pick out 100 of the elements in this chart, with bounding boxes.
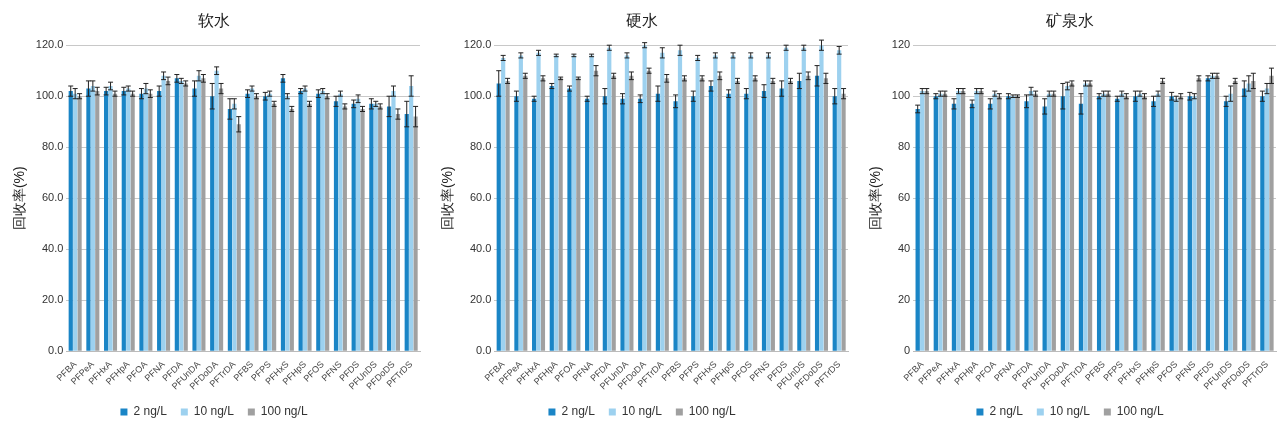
bar	[1264, 88, 1270, 351]
bar	[942, 93, 948, 351]
y-tick-label: 40	[897, 242, 911, 255]
bar	[1192, 96, 1197, 351]
bar	[378, 106, 383, 351]
bar	[1233, 80, 1238, 351]
bar	[664, 78, 669, 351]
bar	[673, 101, 678, 351]
bar	[1065, 86, 1070, 351]
bar	[1210, 75, 1215, 351]
bar	[90, 86, 95, 351]
bar	[988, 103, 993, 351]
bar	[1096, 96, 1102, 351]
bar	[691, 96, 696, 351]
bar	[717, 75, 722, 351]
bar	[1178, 96, 1183, 351]
bar	[620, 98, 625, 351]
legend-label: 10 ng/L	[621, 404, 663, 419]
bar	[841, 93, 846, 351]
bar	[682, 78, 687, 351]
bar	[708, 86, 714, 351]
bar	[607, 47, 612, 351]
bar	[1042, 106, 1047, 351]
bar	[174, 78, 179, 351]
bar	[576, 78, 581, 351]
bar	[629, 75, 634, 351]
y-tick-label: 100	[891, 89, 911, 102]
bar	[302, 88, 308, 351]
bar	[112, 93, 118, 351]
bar	[179, 80, 184, 351]
bar	[263, 96, 268, 351]
bar	[369, 103, 374, 351]
bar	[1047, 93, 1052, 351]
bar	[956, 91, 961, 351]
bar	[638, 98, 643, 351]
y-tick-label: 0.0	[48, 344, 64, 357]
bar	[1106, 93, 1111, 351]
bar	[558, 78, 563, 351]
bar	[784, 47, 789, 351]
y-tick-label: 20	[897, 293, 911, 306]
bar	[832, 96, 837, 351]
bar	[161, 75, 166, 351]
bar	[1083, 83, 1088, 351]
bar	[192, 88, 197, 351]
y-tick-label: 20.0	[41, 293, 64, 306]
bar	[748, 55, 753, 351]
bar	[333, 101, 339, 351]
bar	[386, 106, 392, 351]
bar	[589, 55, 594, 351]
bar	[254, 96, 259, 351]
y-tick-label: 60	[897, 191, 911, 204]
bar	[1133, 96, 1138, 351]
y-tick-label: 40.0	[469, 242, 492, 255]
bar	[139, 93, 144, 351]
bar	[183, 83, 188, 351]
y-tick-label: 100.0	[35, 89, 64, 102]
bar	[165, 80, 171, 351]
bar	[655, 93, 660, 351]
bar	[501, 57, 506, 351]
bar	[523, 75, 528, 351]
bar	[646, 70, 652, 351]
bar	[837, 50, 842, 351]
bar	[108, 86, 113, 351]
y-tick-label: 60.0	[41, 191, 64, 204]
bar	[1160, 80, 1165, 351]
bar	[280, 78, 286, 351]
bar	[227, 108, 232, 351]
bar	[819, 45, 824, 351]
y-tick-label: 80.0	[41, 140, 64, 153]
bar	[1260, 96, 1265, 351]
bar	[1228, 93, 1233, 351]
bar	[700, 78, 705, 351]
y-tick-label: 80.0	[469, 140, 492, 153]
y-axis-title: 回收率(%)	[439, 166, 456, 231]
bar	[1101, 93, 1106, 351]
bar	[342, 106, 347, 351]
bar	[933, 96, 938, 351]
bar	[210, 96, 215, 351]
bar	[1115, 98, 1120, 351]
bar	[325, 96, 330, 351]
bar	[1269, 75, 1274, 351]
bar	[1010, 96, 1016, 351]
bar	[196, 75, 202, 351]
bar	[814, 75, 820, 351]
bar	[766, 55, 771, 351]
legend-label: 100 ng/L	[688, 404, 736, 419]
bar	[997, 96, 1002, 351]
bar	[143, 88, 148, 351]
bar	[1119, 93, 1124, 351]
bar	[236, 124, 241, 351]
y-tick-label: 120.0	[35, 38, 64, 51]
bar	[1187, 96, 1192, 351]
bar	[1242, 88, 1247, 351]
bar	[788, 80, 793, 351]
bar	[413, 116, 418, 351]
bar	[1251, 80, 1256, 351]
bar	[713, 55, 718, 351]
bar	[307, 103, 312, 351]
bar	[86, 88, 91, 351]
legend-label: 10 ng/L	[1049, 404, 1091, 419]
